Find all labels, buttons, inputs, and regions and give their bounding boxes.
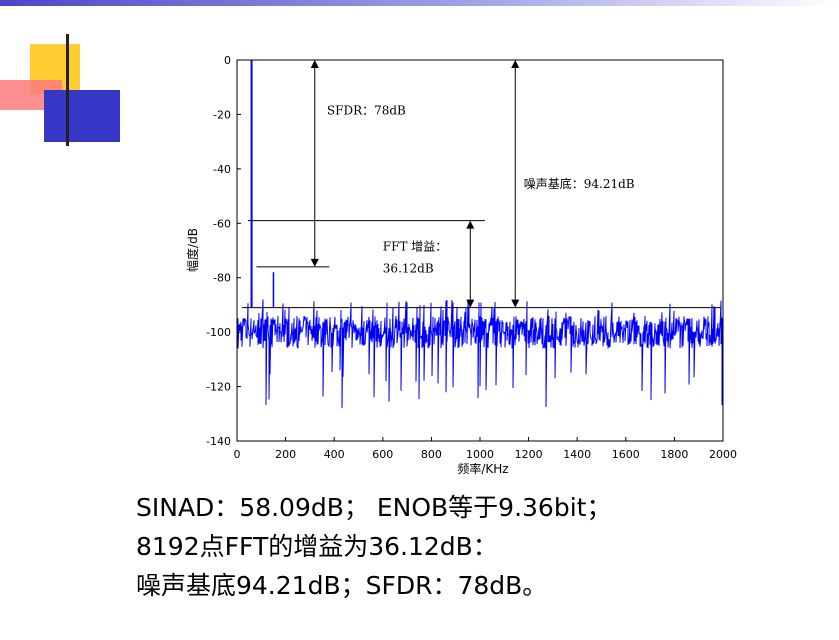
- sfdr-arrow-head-top: [310, 60, 319, 68]
- noise-floor-arrow-head-top: [511, 60, 520, 68]
- noise-floor-arrow: [511, 60, 520, 308]
- noise-floor-annotation: 噪声基底：94.21dB: [524, 176, 635, 191]
- deco-blue-square: [44, 90, 120, 142]
- fft-gain-arrow-head-bottom: [466, 299, 475, 308]
- caption-line-1: SINAD：58.09dB； ENOB等于9.36bit；: [136, 493, 612, 522]
- noise-floor-arrow-head-bottom: [511, 299, 520, 308]
- x-tick-label: 400: [324, 448, 345, 461]
- y-tick-label: -40: [213, 163, 231, 176]
- caption-line-3: 噪声基底94.21dB；SFDR：78dB。: [136, 571, 548, 600]
- x-tick-label: 1800: [660, 448, 688, 461]
- x-axis-label: 频率/KHz: [457, 461, 508, 476]
- fft-gain-annotation: FFT 增益：: [383, 240, 447, 254]
- slide-top-bar: [0, 0, 839, 6]
- caption: SINAD：58.09dB； ENOB等于9.36bit； 8192点FFT的增…: [136, 488, 826, 605]
- caption-line-2: 8192点FFT的增益为36.12dB：: [136, 532, 498, 561]
- y-tick-label: -140: [206, 435, 231, 448]
- x-tick-label: 1000: [466, 448, 494, 461]
- fft-gain-value: 36.12dB: [383, 261, 434, 275]
- axis-ticks: 0 200 400 600 800 1000 1200 1400 1600 1800 2000 0 -2…: [206, 54, 737, 461]
- y-tick-label: -120: [206, 381, 231, 394]
- y-tick-label: -80: [213, 272, 231, 285]
- y-tick-label: -60: [213, 217, 231, 230]
- y-tick-label: -100: [206, 326, 231, 339]
- y-tick-label: -20: [213, 108, 231, 121]
- x-tick-label: 800: [421, 448, 442, 461]
- x-tick-label: 2000: [709, 448, 737, 461]
- sfdr-arrow-head-bottom: [310, 258, 319, 267]
- y-axis-label: 幅度/dB: [185, 228, 200, 272]
- deco-vertical-line: [66, 34, 69, 146]
- sfdr-annotation: SFDR：78dB: [327, 103, 406, 117]
- sfdr-arrow: [310, 60, 319, 267]
- fft-gain-arrow-head-top: [466, 220, 475, 229]
- x-tick-label: 1600: [612, 448, 640, 461]
- y-tick-label: 0: [224, 54, 231, 67]
- noise-trace: [237, 299, 723, 409]
- x-tick-label: 600: [372, 448, 393, 461]
- spectrum-chart: 0 200 400 600 800 1000 1200 1400 1600 1800 2000 0 -2…: [185, 54, 737, 476]
- x-tick-label: 200: [275, 448, 296, 461]
- x-tick-label: 1400: [563, 448, 591, 461]
- fft-gain-arrow: [466, 220, 475, 308]
- slide-decoration: [0, 34, 120, 146]
- x-tick-label: 1200: [515, 448, 543, 461]
- x-tick-label: 0: [234, 448, 241, 461]
- noise-spectrum: [237, 299, 723, 409]
